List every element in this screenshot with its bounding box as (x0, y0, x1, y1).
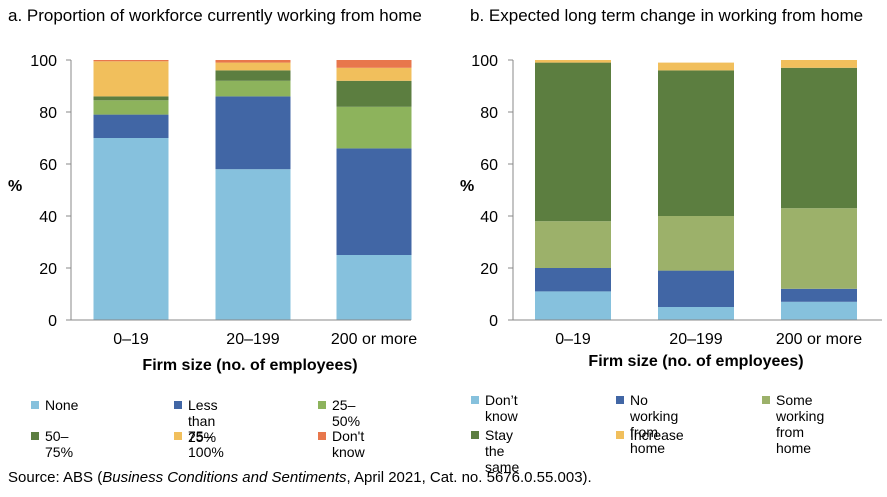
source-suffix: , April 2021, Cat. no. 5676.0.55.003). (346, 469, 592, 486)
bar-p0-c0-s1 (93, 114, 169, 138)
y-tick-label-p0-4: 80 (39, 105, 57, 122)
bar-p0-c1-s2 (215, 80, 291, 97)
legend-a-item-3-label: 50–75% (45, 428, 74, 460)
legend-a-item-0-swatch (31, 401, 39, 409)
bar-p0-c2-s1 (336, 148, 412, 255)
legend-b-item-4-swatch (616, 431, 624, 439)
bar-p1-c2-s2 (781, 208, 857, 289)
bar-p0-c2-s2 (336, 106, 412, 149)
y-tick-label-p1-1: 20 (480, 261, 498, 278)
bar-p1-c1-s4 (658, 62, 734, 71)
bar-p1-c1-s1 (658, 270, 734, 307)
legend-b-item-1-swatch (616, 396, 624, 404)
panel-a-title: a. Proportion of workforce currently wor… (8, 6, 422, 25)
bar-p1-c1-s3 (658, 70, 734, 217)
legend-a-item-4-label: 75–100% (188, 428, 224, 460)
legend-a-item-2-label: 25–50% (332, 397, 361, 429)
y-tick-label-p1-5: 100 (471, 53, 498, 70)
legend-b-item-0-label: Don’t know (485, 392, 518, 424)
legend-a-item-1-swatch (174, 401, 182, 409)
y-tick-label-p1-3: 60 (480, 157, 498, 174)
legend-a-item-1-label: Less than 25% (188, 397, 218, 445)
panel-b-title: b. Expected long term change in working … (470, 6, 864, 25)
bar-p0-c2-s0 (336, 255, 412, 320)
bar-p0-c0-s2 (93, 100, 169, 115)
legend-a-item-5-label: Don't know (332, 428, 365, 460)
legend-a-item-3-swatch (31, 432, 39, 440)
y-axis-label-p0: % (8, 178, 22, 195)
y-tick-label-p0-2: 40 (39, 209, 57, 226)
x-tick-label-p0-2: 200 or more (331, 331, 417, 348)
bar-p0-c1-s0 (215, 169, 291, 320)
y-tick-label-p0-3: 60 (39, 157, 57, 174)
legend-b-item-3-label: Stay the same (485, 427, 520, 475)
legend-a-item-2-swatch (318, 401, 326, 409)
y-tick-label-p0-1: 20 (39, 261, 57, 278)
bar-p1-c0-s1 (535, 268, 611, 292)
bar-p0-c1-s5 (215, 60, 291, 63)
legend-b-item-1-label: No working from home (630, 392, 679, 456)
x-tick-label-p1-2: 200 or more (776, 331, 862, 348)
x-axis-label-p1: Firm size (no. of employees) (588, 353, 803, 370)
y-tick-label-p1-0: 0 (489, 313, 498, 330)
legend-a-item-0-label: None (45, 397, 79, 413)
bar-p0-c1-s1 (215, 96, 291, 170)
bar-p0-c2-s4 (336, 67, 412, 81)
legend-b-item-3-swatch (471, 431, 479, 439)
legend-b-item-2-swatch (762, 396, 770, 404)
bar-p0-c0-s5 (93, 60, 169, 62)
x-tick-label-p1-0: 0–19 (555, 331, 591, 348)
bar-p0-c2-s5 (336, 60, 412, 68)
source-note: Source: ABS (Business Conditions and Sen… (8, 469, 592, 486)
bar-p0-c0-s0 (93, 138, 169, 320)
bar-p1-c2-s3 (781, 67, 857, 209)
bar-p1-c2-s0 (781, 301, 857, 320)
x-tick-label-p1-1: 20–199 (669, 331, 722, 348)
bar-p1-c1-s0 (658, 307, 734, 320)
bar-p1-c0-s2 (535, 221, 611, 268)
legend-b-item-0-swatch (471, 396, 479, 404)
y-tick-label-p1-2: 40 (480, 209, 498, 226)
y-tick-label-p0-5: 100 (30, 53, 57, 70)
x-tick-label-p0-0: 0–19 (113, 331, 149, 348)
legend-a-item-5-swatch (318, 432, 326, 440)
legend-a-item-4-swatch (174, 432, 182, 440)
bar-p0-c1-s4 (215, 62, 291, 71)
bar-p1-c0-s4 (535, 60, 611, 63)
source-publication: Business Conditions and Sentiments (102, 469, 347, 486)
x-axis-label-p0: Firm size (no. of employees) (142, 357, 357, 374)
bar-p1-c2-s1 (781, 288, 857, 302)
bar-p0-c0-s3 (93, 96, 169, 101)
y-tick-label-p1-4: 80 (480, 105, 498, 122)
bar-p1-c0-s0 (535, 291, 611, 320)
legend-b-item-2-label: Some working from home (776, 392, 825, 456)
bar-p0-c0-s4 (93, 61, 169, 97)
source-prefix: Source: ABS ( (8, 469, 103, 486)
x-tick-label-p0-1: 20–199 (226, 331, 279, 348)
bar-p1-c0-s3 (535, 62, 611, 222)
y-tick-label-p0-0: 0 (48, 313, 57, 330)
bar-p0-c1-s3 (215, 70, 291, 81)
legend-b-item-4-label: Increase (630, 427, 684, 443)
y-axis-label-p1: % (460, 178, 474, 195)
bar-p1-c2-s4 (781, 60, 857, 68)
bar-p1-c1-s2 (658, 216, 734, 271)
bar-p0-c2-s3 (336, 80, 412, 107)
